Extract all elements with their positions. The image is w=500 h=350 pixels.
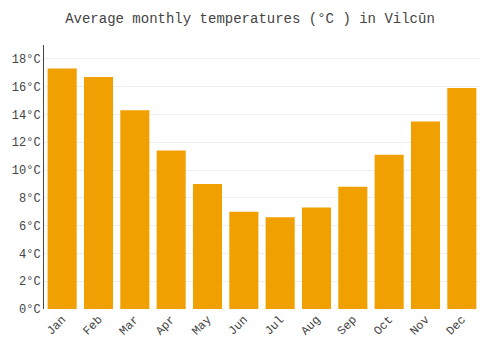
- svg-text:8°C: 8°C: [19, 192, 41, 206]
- svg-text:Aug: Aug: [298, 313, 323, 338]
- svg-text:2°C: 2°C: [19, 275, 41, 289]
- svg-text:Jan: Jan: [44, 313, 69, 338]
- svg-text:12°C: 12°C: [12, 136, 41, 150]
- svg-text:Nov: Nov: [407, 313, 432, 338]
- svg-text:18°C: 18°C: [12, 53, 41, 67]
- svg-text:10°C: 10°C: [12, 164, 41, 178]
- svg-text:Oct: Oct: [371, 313, 396, 338]
- svg-text:Mar: Mar: [117, 313, 142, 338]
- svg-text:Jun: Jun: [226, 313, 251, 338]
- svg-text:4°C: 4°C: [19, 248, 41, 262]
- svg-text:6°C: 6°C: [19, 220, 41, 234]
- svg-text:Jul: Jul: [262, 313, 287, 338]
- svg-text:Dec: Dec: [444, 313, 469, 338]
- svg-text:Average monthly temperatures (: Average monthly temperatures (°C ) in Vi…: [65, 11, 435, 27]
- svg-text:Sep: Sep: [335, 313, 360, 338]
- svg-text:0°C: 0°C: [19, 303, 41, 317]
- svg-text:Feb: Feb: [80, 313, 105, 338]
- svg-text:May: May: [189, 313, 214, 338]
- svg-text:14°C: 14°C: [12, 109, 41, 123]
- svg-text:Apr: Apr: [153, 313, 178, 338]
- svg-text:16°C: 16°C: [12, 81, 41, 95]
